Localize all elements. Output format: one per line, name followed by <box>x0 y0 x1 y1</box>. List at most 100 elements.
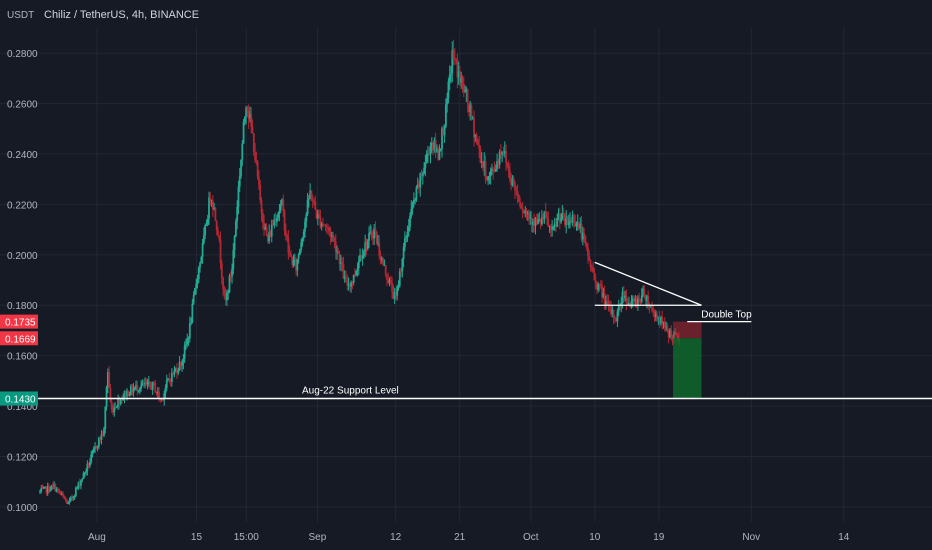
candle-body <box>533 221 536 226</box>
candle-body <box>69 497 72 501</box>
candle-body <box>151 381 154 390</box>
candle-body <box>222 277 224 290</box>
candle-body <box>242 122 245 144</box>
candle-body <box>511 178 514 186</box>
candle-body <box>359 254 361 261</box>
candle-body <box>41 488 44 490</box>
candle-body <box>67 502 70 504</box>
candle-body <box>549 225 552 230</box>
candle-body <box>345 276 347 281</box>
candle-body <box>119 398 122 405</box>
candle-body <box>246 107 249 112</box>
candle-body <box>397 285 400 287</box>
candle-body <box>593 272 596 281</box>
axes: 0.1000 0.1200 0.1400 0.1600 0.1800 0.2000 0.22… <box>0 49 850 543</box>
candle-body <box>74 488 77 496</box>
candle-body <box>590 266 593 268</box>
double-top-label: Double Top <box>701 310 752 321</box>
candle-body <box>77 482 80 488</box>
candle-body <box>505 151 507 164</box>
price-badge <box>0 391 38 406</box>
candle-body <box>459 71 461 83</box>
candle-body <box>342 264 345 279</box>
candle-body <box>304 221 306 232</box>
candle-body <box>278 210 281 214</box>
candle-body <box>57 488 59 490</box>
candle-body <box>155 392 158 394</box>
annotations: Aug-22 Support Level Double Top <box>0 261 932 400</box>
y-tick-label: 0.1600 <box>7 352 38 363</box>
candle-body <box>347 284 350 286</box>
candle-body <box>389 280 392 283</box>
candle-body <box>354 275 356 277</box>
candle-body <box>647 295 650 305</box>
candle-body <box>418 184 420 188</box>
candle-body <box>163 393 166 400</box>
candle-body <box>361 256 364 259</box>
candle-body <box>406 231 409 238</box>
candle-body <box>85 470 87 473</box>
candle-body <box>286 235 289 238</box>
candle-body <box>144 383 146 385</box>
candle-body <box>510 179 513 186</box>
candle-body <box>149 381 152 386</box>
candle-body <box>183 345 186 359</box>
candle-body <box>337 251 340 254</box>
candle-body <box>640 295 643 302</box>
candle-body <box>156 391 159 394</box>
candle-body <box>173 370 176 375</box>
candle-body <box>124 391 127 397</box>
x-tick-label: 12 <box>390 532 402 543</box>
candle-body <box>307 198 310 200</box>
candle-body <box>195 283 198 289</box>
candle-body <box>355 270 358 276</box>
candle-body <box>109 387 112 402</box>
candle-body <box>268 232 271 242</box>
candle-body <box>192 295 195 304</box>
x-tick-label: 15 <box>191 532 203 543</box>
candle-body <box>434 139 437 152</box>
candle-body <box>296 258 299 271</box>
candle-body <box>130 385 132 395</box>
candle-body <box>209 197 212 202</box>
candle-body <box>218 236 221 240</box>
candle-body <box>284 230 287 236</box>
candle-body <box>498 152 501 165</box>
candle-body <box>167 378 169 381</box>
candle-body <box>658 317 661 324</box>
candle-body <box>543 211 546 220</box>
candle-body <box>103 428 105 436</box>
candle-body <box>430 143 433 146</box>
candle-body <box>356 268 359 271</box>
candle-body <box>665 326 667 328</box>
candle-body <box>596 283 598 290</box>
candle-body <box>274 218 277 223</box>
candle-body <box>350 281 353 287</box>
candle-body <box>606 300 609 302</box>
candle-body <box>386 274 388 280</box>
candle-body <box>87 463 90 466</box>
candle-body <box>576 222 579 224</box>
candle-body <box>60 493 63 495</box>
candle-body <box>299 249 301 255</box>
candle-body <box>460 77 463 83</box>
candle-body <box>416 184 419 188</box>
candle-body <box>238 176 241 187</box>
candle-body <box>667 330 670 337</box>
candle-body <box>530 217 533 225</box>
candle-body <box>53 484 55 486</box>
candle-body <box>99 437 102 440</box>
candle-body <box>525 210 528 214</box>
candle-body <box>318 214 321 217</box>
candle-body <box>433 139 436 150</box>
candle-body <box>136 385 139 391</box>
candle-body <box>261 212 264 223</box>
candle-body <box>311 200 314 202</box>
x-tick-label: Sep <box>309 532 327 543</box>
candle-body <box>569 220 571 223</box>
candle-body <box>450 73 452 75</box>
candle-body <box>104 406 107 429</box>
candle-body <box>49 490 52 492</box>
